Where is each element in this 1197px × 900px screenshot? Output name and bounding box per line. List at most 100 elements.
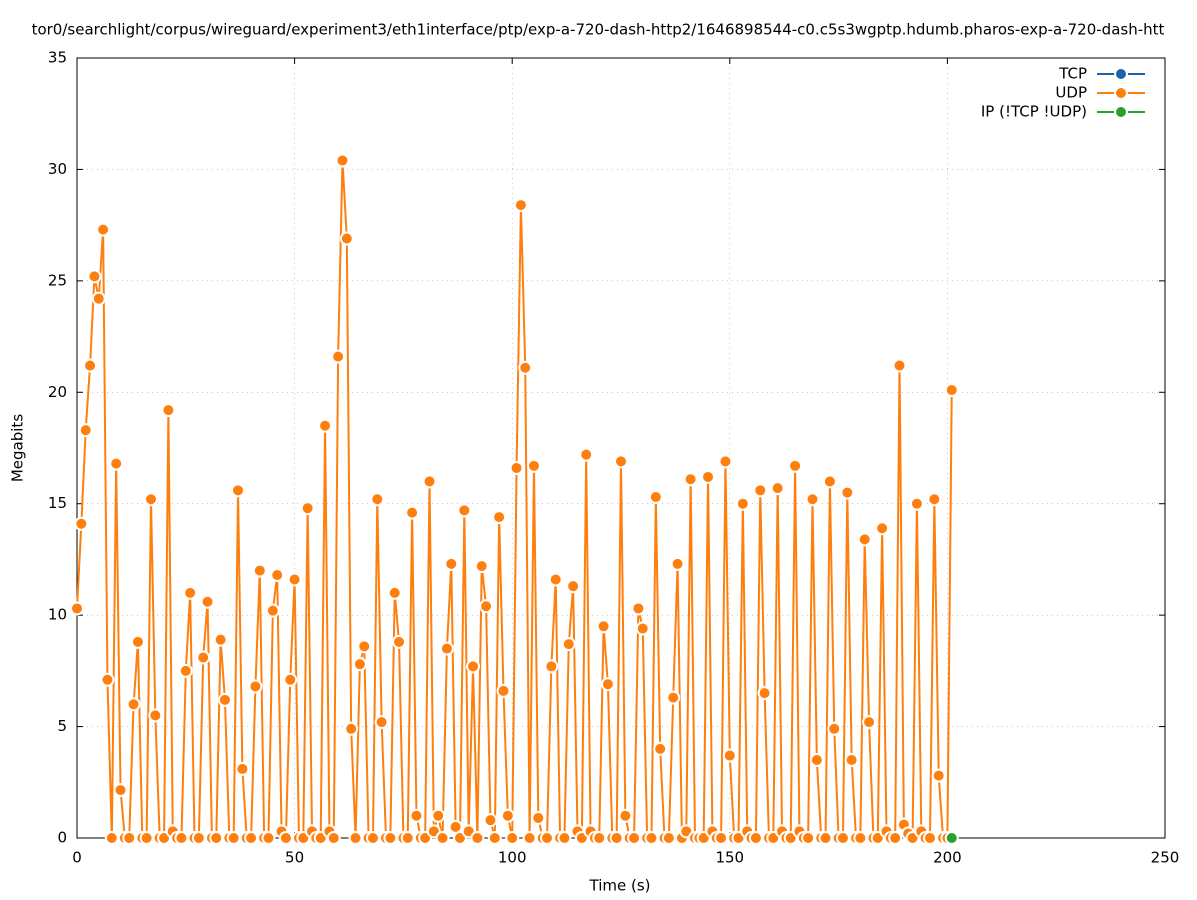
data-point [835, 831, 850, 845]
data-point [701, 469, 716, 484]
data-point [318, 418, 333, 433]
data-point [143, 492, 158, 507]
data-point [174, 831, 189, 845]
data-point [853, 831, 868, 845]
data-point [431, 808, 446, 823]
data-point [809, 753, 824, 767]
data-point [592, 831, 607, 845]
data-point [139, 831, 154, 845]
data-point [805, 492, 820, 507]
data-point [387, 585, 402, 600]
data-point [339, 231, 354, 246]
data-point [683, 472, 698, 487]
data-point [270, 568, 285, 583]
x-tick-label: 250 [1151, 849, 1180, 867]
data-point [457, 503, 472, 518]
x-tick-label: 0 [72, 849, 82, 867]
data-point [331, 349, 346, 364]
legend-swatch-point [1114, 67, 1128, 81]
x-tick-label: 100 [498, 849, 527, 867]
data-point [931, 768, 946, 783]
data-point [100, 672, 115, 687]
x-tick-label: 50 [285, 849, 304, 867]
data-point [217, 692, 232, 707]
data-point [922, 831, 937, 845]
data-point [500, 808, 515, 823]
data-point [513, 198, 528, 213]
data-point [822, 474, 837, 489]
y-tick-label: 10 [48, 606, 67, 624]
data-point [231, 483, 246, 498]
data-point [722, 748, 737, 763]
data-point [74, 516, 89, 531]
data-point [113, 783, 128, 798]
data-point [526, 458, 541, 473]
data-point [178, 663, 193, 678]
data-point [579, 447, 594, 462]
data-point [614, 454, 628, 469]
data-point [505, 831, 520, 845]
data-point [827, 721, 842, 736]
x-tick-label: 200 [933, 849, 962, 867]
x-tick-label: 150 [715, 849, 744, 867]
data-point [439, 641, 454, 656]
data-point [522, 831, 537, 845]
data-point [422, 474, 437, 489]
data-point [365, 831, 380, 845]
data-point [544, 659, 559, 674]
data-point [265, 603, 280, 618]
data-point [352, 657, 367, 672]
data-point [87, 269, 102, 284]
data-point [96, 222, 111, 237]
data-point [344, 721, 359, 736]
y-tick-label: 0 [57, 829, 67, 847]
data-point [753, 483, 768, 498]
data-point [435, 831, 450, 845]
data-point [335, 153, 350, 168]
y-tick-label: 30 [48, 160, 67, 178]
data-point [348, 831, 363, 845]
data-point [627, 831, 642, 845]
data-point [788, 458, 803, 473]
data-point [648, 490, 663, 505]
data-point [735, 496, 750, 511]
data-point [875, 521, 890, 536]
data-point [109, 456, 124, 471]
data-point [261, 831, 276, 845]
data-point [357, 639, 372, 654]
data-point [609, 831, 624, 845]
legend-label: UDP [1055, 84, 1087, 102]
data-point [183, 585, 198, 600]
data-point [370, 492, 385, 507]
data-point [104, 831, 119, 845]
data-point [770, 481, 785, 496]
data-point [409, 808, 424, 823]
data-point [474, 559, 489, 574]
data-point [326, 831, 341, 845]
data-point [600, 677, 615, 692]
chart-title: tor0/searchlight/corpus/wireguard/experi… [32, 21, 1165, 39]
data-point [566, 579, 581, 594]
data-point [496, 683, 511, 698]
data-point [444, 556, 459, 571]
data-point [235, 761, 250, 776]
data-point [226, 831, 241, 845]
data-point [383, 831, 398, 845]
data-point [492, 510, 507, 525]
data-point [557, 831, 572, 845]
x-axis-label: Time (s) [589, 877, 651, 895]
data-point [122, 831, 137, 845]
series-line [76, 159, 953, 839]
data-point [844, 753, 859, 767]
data-point [944, 383, 959, 398]
data-point [862, 715, 877, 730]
data-point [644, 831, 659, 845]
data-point [466, 659, 481, 674]
data-point [596, 619, 611, 634]
data-point [561, 637, 576, 652]
data-point [70, 601, 84, 616]
data-point [661, 831, 676, 845]
data-point [392, 634, 407, 649]
data-point [840, 485, 855, 500]
